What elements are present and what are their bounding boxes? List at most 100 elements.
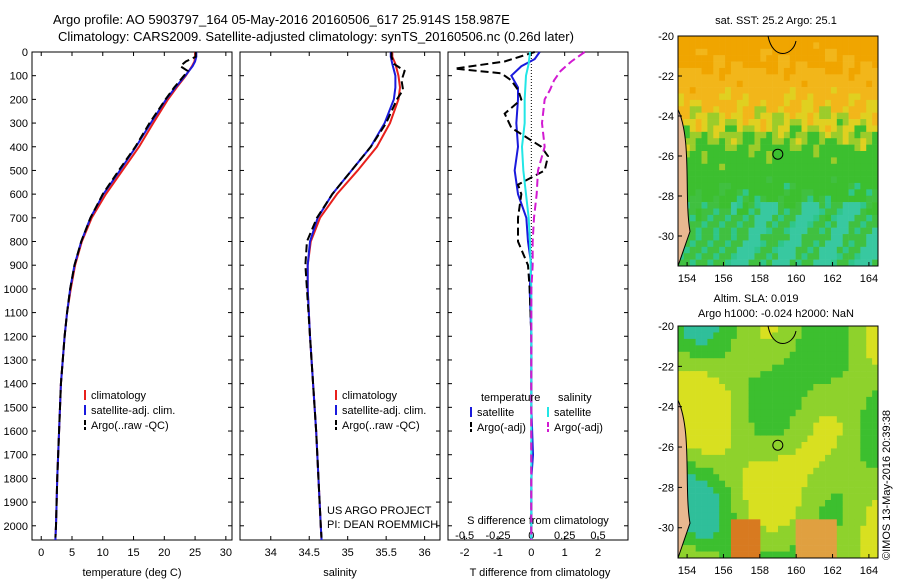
map-cell [830,93,838,101]
map-cell [725,532,732,539]
map-cell [836,538,844,546]
map-cell [742,221,749,228]
map-cell [813,240,820,248]
map-cell [689,240,696,248]
map-cell [848,506,855,514]
map-cell [795,80,802,88]
map-cell [683,371,691,378]
map-cell [748,138,755,145]
map-cell [689,429,696,436]
map-cell [813,106,820,113]
series-line-argo [54,52,197,538]
map-cell [736,429,744,436]
map-cell [789,358,796,365]
map-cell [866,377,873,385]
map-cell [872,221,879,228]
map-cell [730,403,738,411]
map-cell [866,240,873,248]
map-cell [742,512,749,520]
map-cell [783,551,791,559]
map-cell [701,435,708,443]
map-cell [689,234,696,241]
map-cell [842,480,849,488]
map-cell [813,151,820,158]
map-cell [707,409,714,417]
map-cell [707,371,714,378]
map-cell [725,396,732,404]
map-cell [860,80,867,88]
map-cell [778,106,785,113]
map-cell [736,519,744,527]
map-cell [830,144,838,152]
xtick-label: 36 [418,547,430,559]
map-cell [754,131,761,139]
map-cell [836,112,844,120]
map-cell [725,99,732,107]
map-cell [683,390,691,398]
map-cell [754,157,761,165]
map-cell [866,42,873,50]
map-cell [736,396,744,404]
map-cell [825,384,832,391]
map-cell [707,55,714,62]
map-cell [683,99,691,107]
map-cell [848,409,855,417]
map-cell [778,119,785,126]
map-cell [760,80,767,88]
map-cell [742,345,749,353]
map-cell [748,234,755,241]
map-cell [813,87,820,94]
map-cell [730,234,738,241]
map-cell [860,119,867,126]
map-cell [848,36,855,43]
map-cell [819,377,826,385]
map-cell [825,61,832,69]
map-cell [866,351,873,359]
map-cell [825,48,832,56]
map-cell [748,36,755,43]
map-cell [825,519,832,527]
map-cell [742,36,749,43]
map-cell [860,448,867,456]
map-cell [760,131,767,139]
map-cell [719,240,726,248]
map-cell [736,36,744,43]
map-cell [725,525,732,533]
map-cell [772,545,779,552]
map-cell [854,525,861,533]
map-cell [713,87,720,94]
map-cell [860,403,867,411]
map-cell [766,227,773,235]
map-cell [725,435,732,443]
map-cell [748,461,755,469]
map-cell [783,454,791,462]
map-cell [825,259,832,267]
map-cell [795,538,802,546]
map-cell [695,422,702,430]
map-cell [807,525,814,533]
ytick-label: 900 [10,260,28,272]
map-cell [836,326,844,333]
map-cell [772,259,779,267]
map-cell [801,106,808,113]
map-cell [760,442,767,449]
map-cell [760,396,767,404]
map-cell [807,326,814,333]
map-cell [730,351,738,359]
map-cell [872,384,879,391]
map-cell [748,435,755,443]
map-cell [766,234,773,241]
map-cell [713,409,720,417]
map-cell [783,170,791,177]
map-cell [701,403,708,411]
map-cell [736,326,744,333]
map-cell [730,93,738,101]
map-xtick-label: 158 [751,565,769,577]
map-cell [866,157,873,165]
map-cell [819,480,826,488]
map-cell [736,42,744,50]
map-cell [683,55,691,62]
map-cell [695,182,702,190]
map-cell [819,500,826,507]
map-cell [754,461,761,469]
